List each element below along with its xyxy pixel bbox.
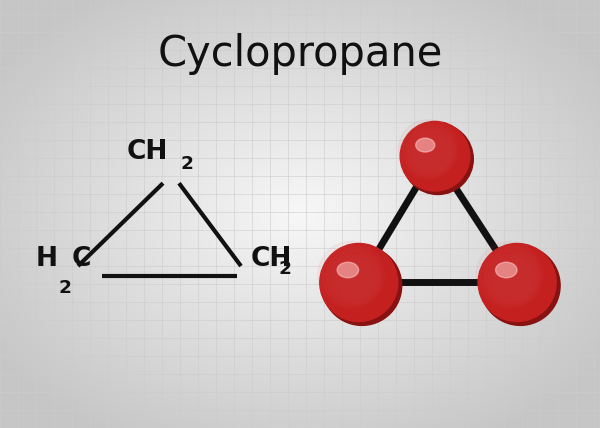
Circle shape	[322, 246, 382, 306]
Circle shape	[481, 246, 541, 306]
Text: CH: CH	[127, 139, 168, 165]
Ellipse shape	[416, 138, 435, 152]
Circle shape	[476, 241, 542, 308]
Text: 2: 2	[58, 279, 71, 297]
Circle shape	[322, 246, 402, 325]
Circle shape	[320, 244, 398, 321]
Circle shape	[402, 123, 456, 177]
Text: CH: CH	[251, 246, 292, 272]
Circle shape	[478, 244, 556, 321]
Ellipse shape	[337, 262, 359, 278]
Circle shape	[400, 122, 470, 191]
Circle shape	[402, 124, 473, 194]
Text: Cyclopropane: Cyclopropane	[157, 33, 443, 74]
Text: 2: 2	[279, 260, 292, 278]
Circle shape	[318, 241, 384, 308]
Text: H: H	[36, 246, 58, 272]
Circle shape	[398, 120, 458, 179]
Circle shape	[481, 246, 560, 325]
Ellipse shape	[496, 262, 517, 278]
Text: 2: 2	[181, 155, 194, 173]
Text: C: C	[72, 246, 91, 272]
